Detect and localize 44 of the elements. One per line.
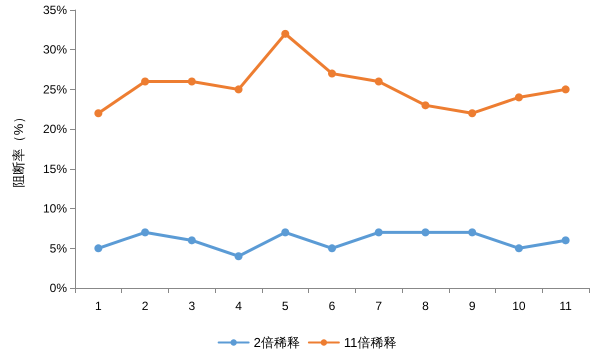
y-tick-label: 15%: [42, 162, 68, 176]
point: [374, 77, 383, 86]
x-tick-label: 7: [375, 299, 382, 313]
point: [94, 109, 102, 118]
point: [281, 30, 290, 38]
x-tick-label: 11: [559, 299, 572, 313]
y-tick-label: 25%: [42, 82, 68, 96]
y-tick-label: 10%: [42, 202, 68, 216]
point: [281, 228, 290, 236]
legend-label: 11倍稀释: [344, 335, 396, 350]
x-tick-label: 3: [188, 299, 196, 313]
y-tick-label: 0%: [50, 281, 68, 295]
legend-label: 2倍稀释: [254, 335, 300, 350]
point: [328, 244, 336, 252]
point: [234, 252, 243, 260]
point: [421, 228, 430, 236]
point: [141, 77, 150, 86]
point: [514, 93, 523, 102]
point: [94, 244, 102, 252]
y-axis-title: 阻断率（%）: [11, 110, 26, 188]
point: [562, 85, 570, 94]
point: [514, 244, 523, 252]
x-tick-label: 8: [422, 299, 430, 313]
point: [328, 70, 336, 78]
y-tick-label: 30%: [42, 42, 68, 57]
x-tick-label: 4: [235, 299, 242, 313]
x-tick-label: 6: [328, 299, 336, 313]
x-tick-label: 10: [512, 299, 526, 313]
point: [141, 228, 150, 236]
point: [468, 228, 476, 236]
point: [421, 101, 430, 110]
point: [374, 228, 383, 236]
x-tick-label: 9: [468, 299, 476, 313]
point: [468, 109, 476, 118]
point: [562, 236, 570, 244]
y-tick-label: 5%: [50, 241, 68, 256]
x-tick-label: 5: [282, 299, 289, 313]
point: [188, 77, 196, 86]
point: [234, 85, 243, 94]
x-tick-label: 1: [95, 299, 102, 313]
y-tick-label: 35%: [42, 3, 68, 17]
y-tick-label: 20%: [42, 122, 68, 136]
point: [188, 236, 196, 244]
x-tick-label: 2: [142, 299, 149, 313]
